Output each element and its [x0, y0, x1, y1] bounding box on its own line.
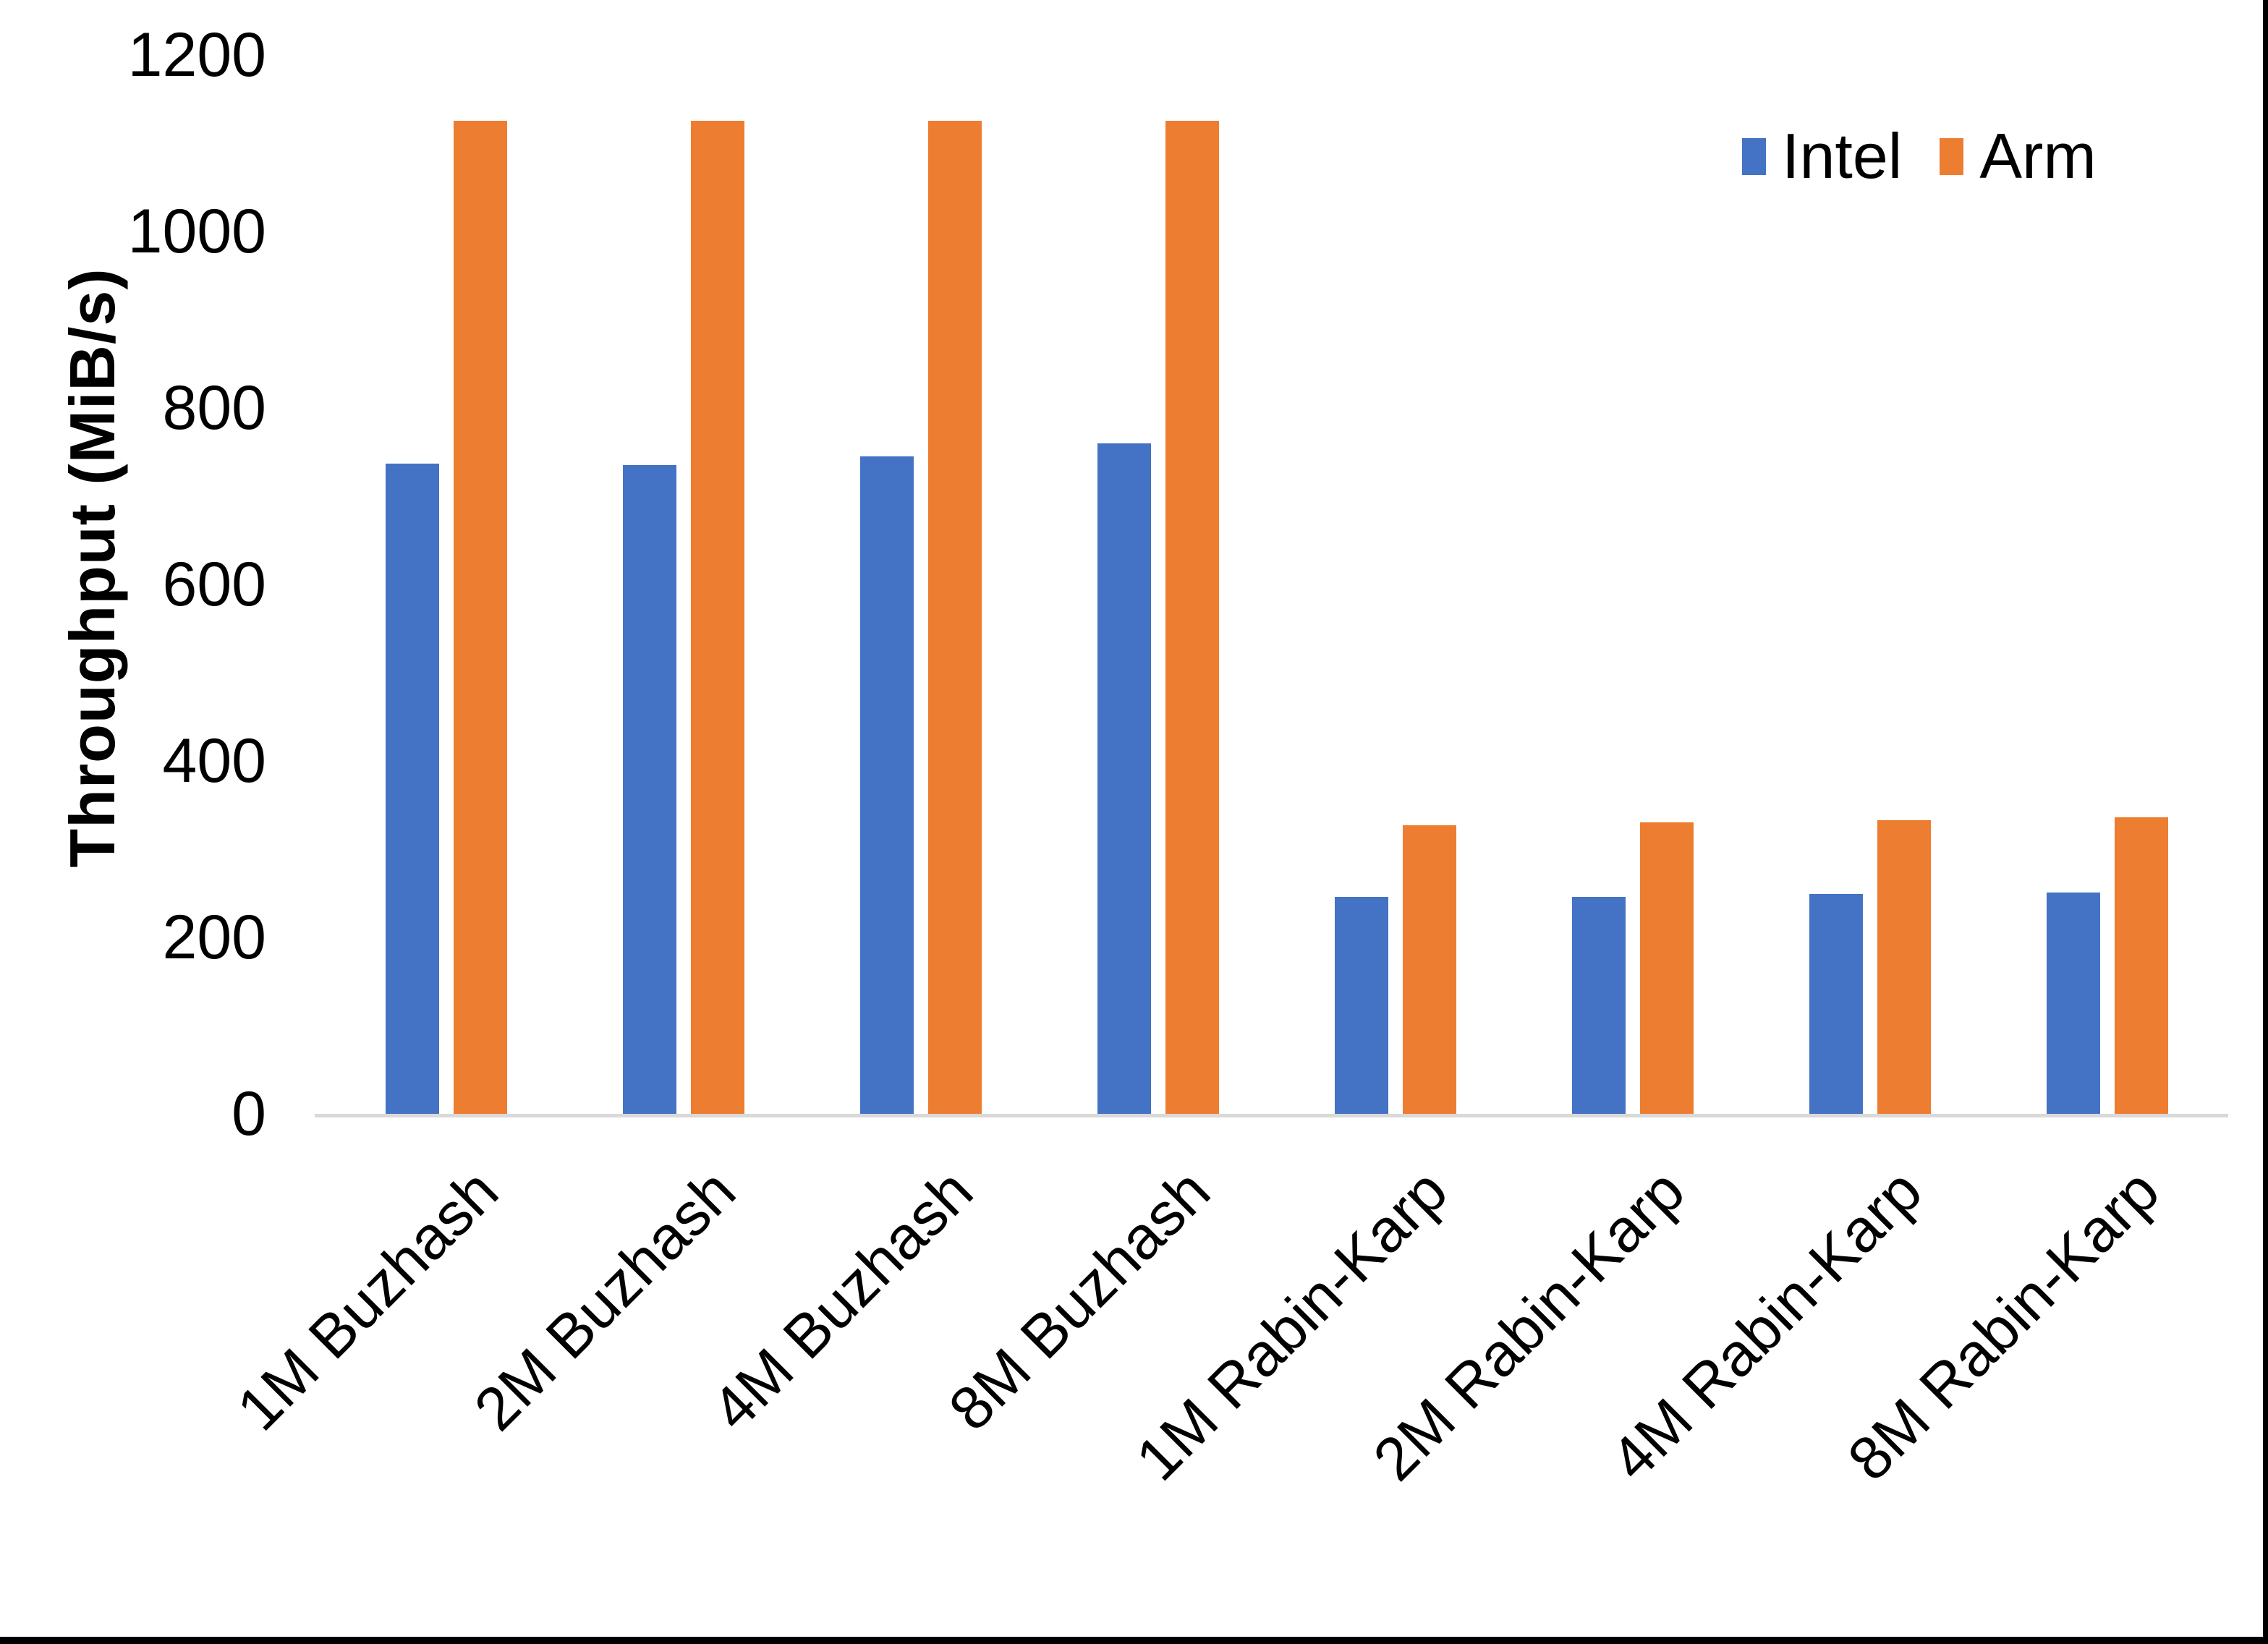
bar-intel-2m-rabin-karp: [1572, 897, 1626, 1114]
bar-intel-1m-rabin-karp: [1335, 897, 1388, 1114]
bar-intel-1m-buzhash: [386, 464, 439, 1114]
legend-swatch-intel: [1742, 137, 1766, 175]
y-tick-1000: 1000: [127, 197, 266, 266]
legend-label-intel: Intel: [1782, 120, 1903, 192]
bar-intel-4m-rabin-karp: [1809, 894, 1863, 1114]
bar-arm-8m-rabin-karp: [2115, 817, 2168, 1114]
bar-arm-1m-rabin-karp: [1403, 825, 1456, 1114]
legend-swatch-arm: [1940, 137, 1964, 175]
y-tick-200: 200: [162, 903, 267, 972]
bar-intel-2m-buzhash: [623, 465, 676, 1114]
bar-intel-8m-rabin-karp: [2047, 893, 2100, 1114]
y-tick-1200: 1200: [127, 20, 266, 90]
legend-item-arm: Arm: [1940, 120, 2097, 192]
y-tick-800: 800: [162, 373, 267, 443]
y-tick-400: 400: [162, 726, 267, 796]
right-frame-border: [2263, 0, 2268, 1644]
bar-arm-4m-buzhash: [928, 121, 982, 1114]
y-tick-0: 0: [232, 1079, 266, 1149]
bar-arm-2m-buzhash: [691, 121, 744, 1114]
bar-arm-8m-buzhash: [1165, 121, 1219, 1114]
bar-intel-8m-buzhash: [1097, 443, 1151, 1114]
y-tick-600: 600: [162, 550, 267, 619]
legend-label-arm: Arm: [1979, 120, 2097, 192]
x-axis-line: [315, 1114, 2228, 1117]
bar-arm-4m-rabin-karp: [1877, 820, 1931, 1114]
bar-arm-2m-rabin-karp: [1640, 822, 1694, 1114]
legend: Intel Arm: [1742, 124, 2097, 188]
bottom-frame-border: [0, 1637, 2268, 1644]
legend-item-intel: Intel: [1742, 124, 1902, 188]
bar-arm-1m-buzhash: [454, 121, 507, 1114]
bar-intel-4m-buzhash: [860, 456, 914, 1114]
